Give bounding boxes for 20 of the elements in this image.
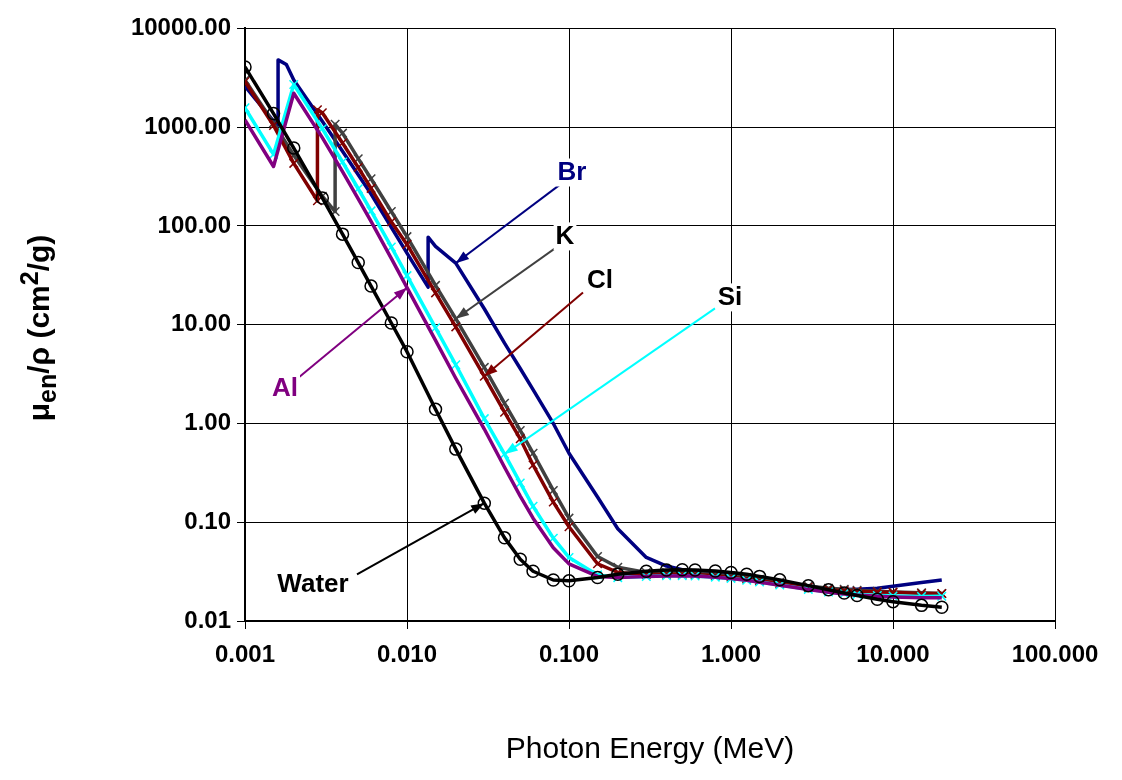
x-tick-label: 0.100: [538, 640, 600, 668]
x-tick-label: 0.001: [214, 640, 276, 668]
y-tick-label: 10.00: [170, 309, 231, 337]
y-tick-label: 0.10: [184, 506, 231, 534]
x-tick-label: 0.010: [376, 640, 438, 668]
y-tick-label: 1.00: [184, 408, 231, 436]
x-tick-label: 100.000: [1011, 640, 1099, 668]
x-axis-title: Photon Energy (MeV): [505, 731, 795, 765]
text: Al: [272, 371, 298, 402]
text: Water: [277, 567, 349, 598]
text: Cl: [587, 263, 613, 294]
y-tick-label: 1000.00: [144, 111, 231, 139]
y-tick-label: 10000.00: [130, 13, 231, 41]
y-tick-label: 100.00: [157, 210, 231, 238]
x-tick-label: 1.000: [700, 640, 762, 668]
text: Si: [717, 280, 743, 311]
text: Br: [557, 155, 587, 186]
text: K: [555, 219, 575, 250]
y-tick-label: 0.01: [184, 605, 231, 633]
x-tick-label: 10.000: [856, 640, 930, 668]
